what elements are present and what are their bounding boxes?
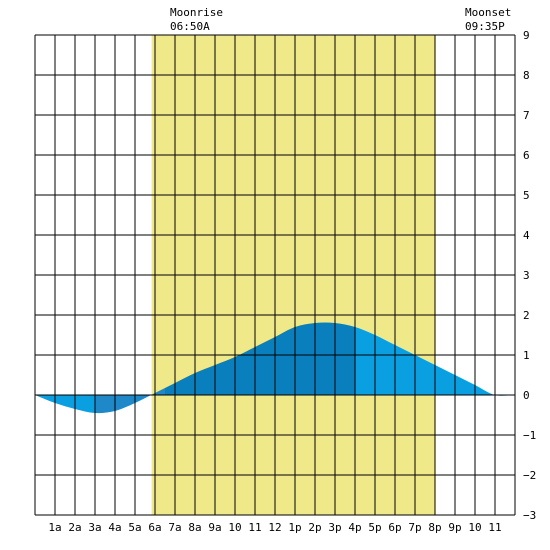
x-tick-label: 1a [48, 521, 61, 534]
moonrise-label: Moonrise [170, 6, 223, 19]
y-tick-label: 7 [523, 109, 530, 122]
y-tick-label: −3 [523, 509, 536, 522]
tide-area-segment [95, 388, 165, 414]
x-tick-label: 11 [488, 521, 501, 534]
y-tick-label: −2 [523, 469, 536, 482]
x-axis-ticks: 1a 2a 3a 4a 5a 6a 7a 8a 9a 10 11 12 1p 2p 3p 4p 5p 6p 7p 8p… [48, 521, 501, 534]
x-tick-label: 8p [428, 521, 441, 534]
x-tick-label: 5p [368, 521, 381, 534]
x-tick-label: 10 [468, 521, 481, 534]
x-tick-label: 4p [348, 521, 361, 534]
x-tick-label: 6a [148, 521, 161, 534]
y-tick-label: 8 [523, 69, 530, 82]
moonrise-time: 06:50A [170, 20, 210, 33]
x-tick-label: 3p [328, 521, 341, 534]
x-tick-label: 8a [188, 521, 201, 534]
y-tick-label: 4 [523, 229, 530, 242]
moonset-time: 09:35P [465, 20, 505, 33]
tide-area-segment [35, 395, 95, 413]
x-tick-label: 9p [448, 521, 461, 534]
tide-area-segment [165, 322, 355, 395]
x-tick-label: 11 [248, 521, 261, 534]
y-tick-label: 6 [523, 149, 530, 162]
y-axis-ticks: −3 −2 −1 0 1 2 3 4 5 6 7 8 9 [523, 29, 536, 522]
x-tick-label: 7a [168, 521, 181, 534]
moon-annotations: Moonrise 06:50A Moonset 09:35P [170, 6, 511, 33]
x-tick-label: 2p [308, 521, 321, 534]
x-tick-label: 1p [288, 521, 301, 534]
x-tick-label: 7p [408, 521, 421, 534]
x-tick-label: 9a [208, 521, 221, 534]
y-tick-label: 2 [523, 309, 530, 322]
y-tick-label: −1 [523, 429, 536, 442]
x-tick-label: 10 [228, 521, 241, 534]
y-tick-label: 1 [523, 349, 530, 362]
y-tick-label: 0 [523, 389, 530, 402]
y-tick-label: 9 [523, 29, 530, 42]
y-tick-label: 5 [523, 189, 530, 202]
x-tick-label: 2a [68, 521, 81, 534]
x-tick-label: 6p [388, 521, 401, 534]
x-tick-label: 3a [88, 521, 101, 534]
moonset-label: Moonset [465, 6, 511, 19]
x-tick-label: 5a [128, 521, 141, 534]
x-tick-label: 12 [268, 521, 281, 534]
grid [34, 34, 516, 516]
x-tick-label: 4a [108, 521, 121, 534]
y-tick-label: 3 [523, 269, 530, 282]
